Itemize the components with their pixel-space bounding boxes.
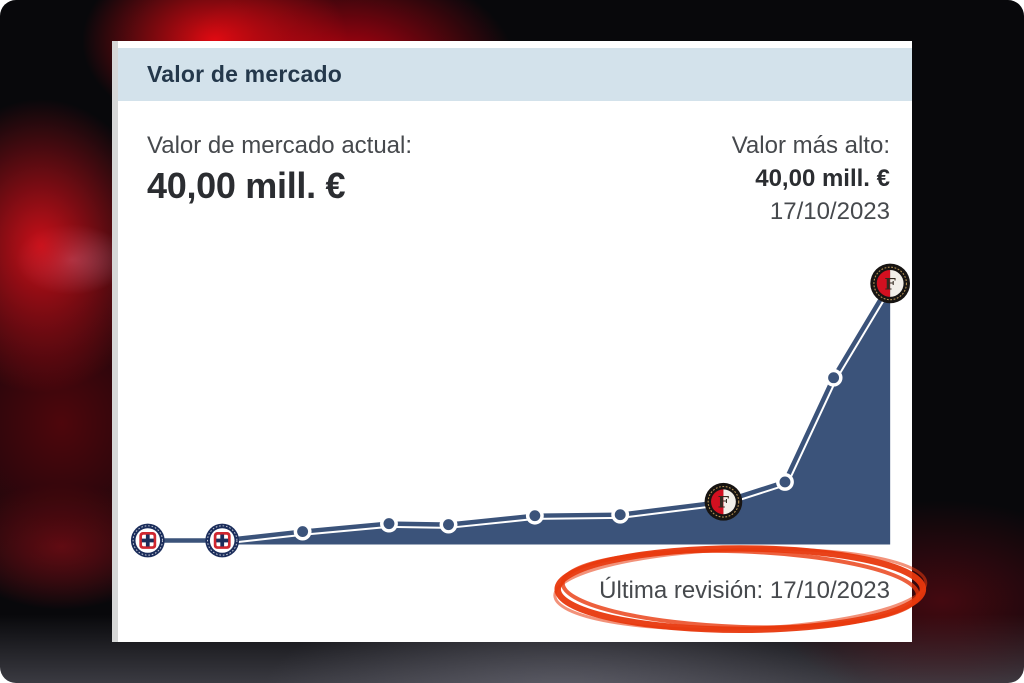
chart-point-feyenoord-badge[interactable]: F [870,263,911,304]
values-row: Valor de mercado actual: 40,00 mill. € V… [118,101,912,228]
chart-point-feyenoord-badge[interactable]: F [704,482,743,521]
market-value-chart[interactable]: FF [118,41,928,642]
red-circle-annotation [553,545,928,634]
current-value-label: Valor de mercado actual: [147,132,413,159]
chart-point-dot[interactable] [525,506,544,525]
chart-point-dot[interactable] [293,522,312,541]
highest-value-block: Valor más alto: 40,00 mill. € 17/10/2023 [732,129,890,228]
chart-area-fill [147,283,891,545]
chart-point-dot[interactable] [824,368,843,387]
card-header: Valor de mercado [118,48,912,101]
chart-point-dot[interactable] [380,514,398,533]
chart-point-dot[interactable] [611,505,630,524]
current-value: 40,00 mill. € [147,165,346,206]
highest-value: 40,00 mill. € [755,165,890,192]
market-value-card: Valor de mercado Valor de mercado actual… [112,41,928,642]
chart-point-cruz-azul-badge[interactable] [205,523,240,558]
highest-value-date: 17/10/2023 [769,198,890,225]
chart-point-dot[interactable] [776,473,794,491]
last-revision-text: Última revisión: 17/10/2023 [599,577,890,604]
highest-value-label: Valor más alto: [731,132,890,159]
card-title: Valor de mercado [147,61,342,87]
current-value-block: Valor de mercado actual: 40,00 mill. € [147,129,412,228]
svg-text:F: F [885,274,897,293]
chart-point-dot[interactable] [439,515,458,534]
chart-point-cruz-azul-badge[interactable] [130,523,165,558]
svg-text:F: F [718,493,730,512]
